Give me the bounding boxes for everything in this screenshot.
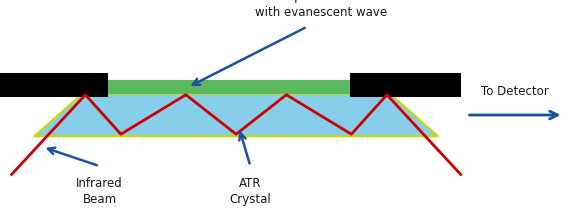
Bar (350, 73, 461, 97)
Text: ATR
Crystal: ATR Crystal (229, 177, 271, 206)
Text: Infrared
Beam: Infrared Beam (76, 177, 123, 206)
Text: Sample in contact
with evanescent wave: Sample in contact with evanescent wave (255, 0, 387, 19)
Text: To Detector: To Detector (481, 85, 549, 98)
Bar (83, 80, 390, 94)
Bar (0, 73, 108, 97)
Polygon shape (34, 94, 438, 136)
